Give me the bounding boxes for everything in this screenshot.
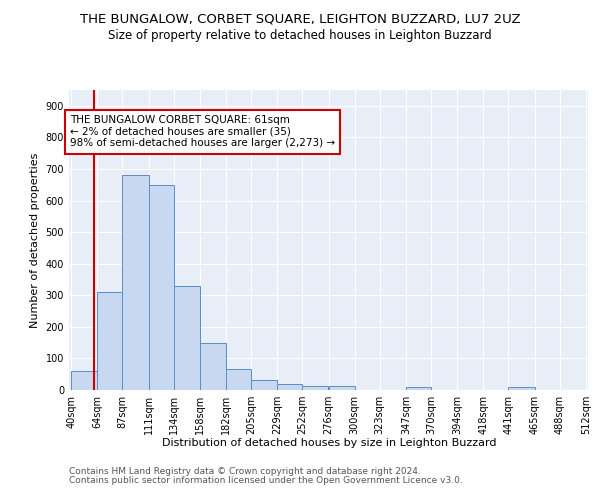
Bar <box>329 386 355 390</box>
Bar <box>251 380 277 390</box>
Y-axis label: Number of detached properties: Number of detached properties <box>30 152 40 328</box>
Bar <box>277 384 302 390</box>
Bar <box>149 184 173 390</box>
Text: THE BUNGALOW CORBET SQUARE: 61sqm
← 2% of detached houses are smaller (35)
98% o: THE BUNGALOW CORBET SQUARE: 61sqm ← 2% o… <box>70 116 335 148</box>
Bar <box>97 292 122 390</box>
Bar <box>406 387 431 390</box>
Text: Contains HM Land Registry data © Crown copyright and database right 2024.: Contains HM Land Registry data © Crown c… <box>69 467 421 476</box>
Text: THE BUNGALOW, CORBET SQUARE, LEIGHTON BUZZARD, LU7 2UZ: THE BUNGALOW, CORBET SQUARE, LEIGHTON BU… <box>80 12 520 26</box>
Bar <box>200 342 226 390</box>
Bar <box>508 388 535 390</box>
Text: Size of property relative to detached houses in Leighton Buzzard: Size of property relative to detached ho… <box>108 29 492 42</box>
Bar <box>71 371 97 390</box>
Text: Contains public sector information licensed under the Open Government Licence v3: Contains public sector information licen… <box>69 476 463 485</box>
Bar <box>226 370 251 390</box>
Bar <box>302 386 329 390</box>
Text: Distribution of detached houses by size in Leighton Buzzard: Distribution of detached houses by size … <box>161 438 496 448</box>
Bar <box>122 176 149 390</box>
Bar <box>173 286 200 390</box>
